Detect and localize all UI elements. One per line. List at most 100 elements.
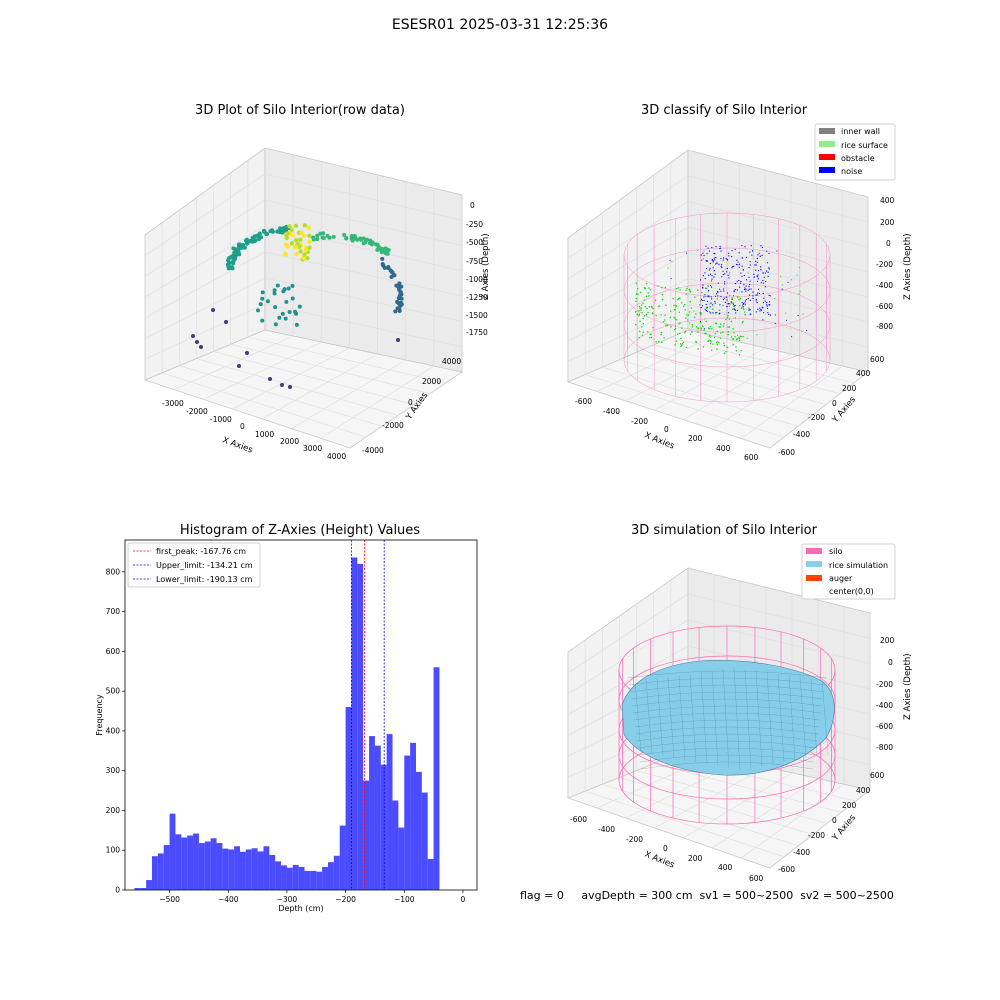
noise-point xyxy=(763,297,765,299)
rice-surface-point xyxy=(730,336,733,338)
data-point xyxy=(288,385,292,389)
rice-surface-point xyxy=(719,309,721,311)
noise-point xyxy=(723,290,725,292)
rice-surface-point xyxy=(743,308,745,310)
rice-surface-point xyxy=(655,341,657,343)
rice-surface-point xyxy=(716,298,718,300)
scatter-point xyxy=(798,293,800,295)
noise-point xyxy=(748,309,750,311)
data-point xyxy=(272,291,277,296)
noise-point xyxy=(742,269,744,271)
noise-point xyxy=(747,289,749,291)
sim-y-tick: 200 xyxy=(842,801,857,810)
rice-surface-point xyxy=(726,346,728,348)
noise-point xyxy=(709,273,712,275)
raw-x-tick: -2000 xyxy=(186,407,208,416)
noise-point xyxy=(749,309,751,311)
sim-x-axis-label: X Axies xyxy=(643,850,676,871)
rice-surface-point xyxy=(660,331,663,334)
scatter-point xyxy=(665,304,667,306)
rice-surface-point xyxy=(681,302,683,304)
rice-surface-point xyxy=(699,304,701,306)
data-point xyxy=(211,308,215,312)
rice-surface-point xyxy=(718,341,720,344)
legend-label: first_peak: -167.76 cm xyxy=(156,547,246,556)
noise-point xyxy=(706,310,708,312)
hist-x-tick-label: −500 xyxy=(159,895,180,904)
noise-point xyxy=(717,291,719,293)
grid-line xyxy=(740,365,843,439)
surface-mesh-line xyxy=(640,761,814,770)
grid-line xyxy=(687,252,869,298)
data-point xyxy=(380,262,385,267)
noise-point xyxy=(763,282,765,284)
data-point xyxy=(290,232,296,238)
scatter-point xyxy=(748,307,750,309)
noise-point xyxy=(739,286,741,288)
scatter-point xyxy=(756,334,758,336)
raw-x-tick: -3000 xyxy=(162,399,184,408)
rice-surface-point xyxy=(701,291,703,294)
hist-bar xyxy=(333,855,340,890)
rice-surface-point xyxy=(685,317,687,319)
hist-x-tick-label: −300 xyxy=(277,895,298,904)
grid-line xyxy=(144,199,266,277)
rice-surface-point xyxy=(663,337,665,339)
noise-point xyxy=(720,290,722,292)
grid-line xyxy=(162,372,367,438)
grid-line xyxy=(232,347,350,410)
data-point xyxy=(231,246,236,251)
rice-surface-point xyxy=(657,305,660,308)
noise-point xyxy=(703,254,705,257)
classify-3d-plot: -600 -400 -200 0 200 400 600 -600 -400 -… xyxy=(566,123,913,462)
rice-surface-point xyxy=(641,326,643,328)
data-point xyxy=(399,300,404,305)
noise-point xyxy=(766,307,768,309)
noise-point xyxy=(718,263,720,265)
noise-point xyxy=(753,273,755,275)
noise-point xyxy=(755,260,757,262)
data-point xyxy=(301,233,307,238)
hist-bar xyxy=(316,871,323,890)
rice-surface-point xyxy=(711,328,713,330)
noise-point xyxy=(738,266,740,268)
legend-label: noise xyxy=(841,167,862,176)
rice-surface-point xyxy=(642,323,644,325)
rice-surface-point xyxy=(675,340,678,342)
data-point xyxy=(260,296,265,301)
surface-mesh-line xyxy=(711,670,719,767)
rice-surface-point xyxy=(652,326,654,329)
data-point xyxy=(298,249,303,254)
sim-y-tick: 600 xyxy=(870,771,885,780)
rice-surface-point xyxy=(674,344,676,346)
noise-point xyxy=(716,262,718,265)
raw-x-tick: -1000 xyxy=(210,415,232,424)
rice-surface-point xyxy=(648,306,650,308)
rice-surface-point xyxy=(722,325,725,327)
legend-label: Upper_limit: -134.21 cm xyxy=(156,561,253,570)
data-point xyxy=(224,320,228,324)
grid-line xyxy=(687,303,869,348)
noise-point xyxy=(760,309,762,311)
raw-z-tick: -500 xyxy=(466,238,483,247)
data-point xyxy=(292,244,298,250)
hist-bar xyxy=(146,880,152,890)
rice-surface-point xyxy=(689,290,691,292)
noise-point xyxy=(734,248,736,251)
noise-point xyxy=(711,246,713,248)
rice-surface-point xyxy=(723,342,725,344)
rice-surface-point xyxy=(738,354,741,356)
noise-point xyxy=(727,303,729,305)
noise-point xyxy=(709,262,711,264)
rice-surface-point xyxy=(649,289,652,291)
noise-point xyxy=(733,291,735,293)
data-point xyxy=(398,290,403,295)
grid-line xyxy=(687,226,869,273)
cls-y-tick: -400 xyxy=(793,430,810,439)
rice-surface-point xyxy=(650,333,652,335)
hist-bar xyxy=(351,557,358,890)
rice-surface-point xyxy=(693,316,696,318)
noise-point xyxy=(712,304,714,306)
noise-point xyxy=(731,256,733,258)
rice-surface-point xyxy=(719,326,722,328)
